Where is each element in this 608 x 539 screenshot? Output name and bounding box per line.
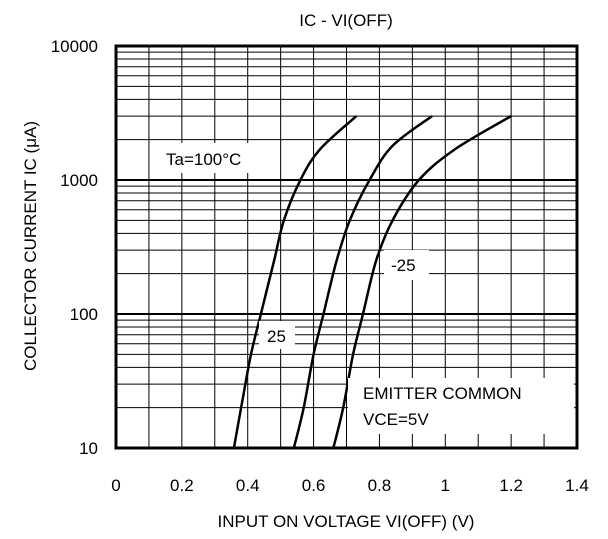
y-axis-label: COLLECTOR CURRENT IC (μA) [21,121,40,371]
annotation-conditions: EMITTER COMMON VCE=5V [348,378,574,434]
chart-title: IC - VI(OFF) [299,11,392,30]
annotation-ta: Ta=100°C [160,143,272,173]
series-line-2 [332,115,512,449]
x-tick-label: 1 [441,476,450,495]
x-axis-label: INPUT ON VOLTAGE VI(OFF) (V) [218,512,475,531]
x-tick-label: 1.4 [565,476,589,495]
y-tick-label: 100 [70,305,98,324]
ticks: 0 0.2 0.4 0.6 0.8 1 1.2 1.4 10 100 1000 10000 [51,37,589,495]
annotation-25-label: 25 [267,327,286,346]
grid-major [116,179,577,315]
y-tick-label: 10000 [51,37,98,56]
x-tick-label: 0 [111,476,120,495]
x-tick-label: 1.2 [499,476,523,495]
y-tick-label: 10 [79,439,98,458]
curves [232,115,512,449]
series-line-0 [232,115,358,449]
plot-frame [114,44,579,450]
x-tick-label: 0.2 [170,476,194,495]
annotation-vce: VCE=5V [363,410,429,429]
series-line-1 [292,115,433,449]
x-tick-label: 0.4 [236,476,260,495]
annotation-minus25-label: -25 [391,256,416,275]
annotation-minus25: -25 [384,250,429,280]
x-tick-label: 0.6 [302,476,326,495]
annotation-25: 25 [259,321,295,349]
annotation-ta-label: Ta=100°C [166,150,241,169]
x-tick-label: 0.8 [368,476,392,495]
y-tick-label: 1000 [60,171,98,190]
annotation-emitter-common: EMITTER COMMON [363,384,522,403]
